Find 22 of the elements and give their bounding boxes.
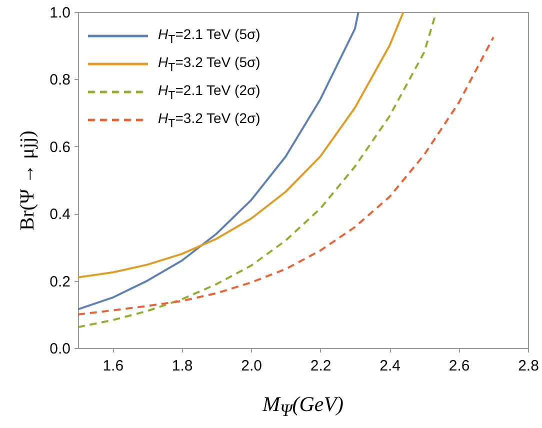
y-axis-title: Br(Ψ → μjj) (16, 130, 39, 230)
x-axis-title: M$_{Ψ}$(GeV) (261, 392, 345, 422)
legend-label: H$_{T}$=3.2 TeV (2σ) (158, 110, 260, 130)
line-series (78, 12, 360, 310)
x-tick-label: 2.0 (241, 358, 262, 374)
x-tick-label: 2.8 (518, 358, 539, 374)
x-tick-label: 1.8 (172, 358, 193, 374)
x-tick-label: 1.6 (102, 358, 124, 374)
x-tick-label: 2.4 (380, 358, 400, 374)
line-series (78, 12, 404, 278)
y-tick-label: 0.0 (50, 340, 70, 358)
legend-label: H$_{T}$=3.2 TeV (5σ) (158, 54, 260, 74)
legend-label: H$_{T}$=2.1 TeV (5σ) (158, 26, 260, 46)
x-tick-label: 2.2 (310, 358, 332, 374)
legend-label: H$_{T}$=2.1 TeV (2σ) (158, 82, 260, 102)
y-tick-label: 0.4 (50, 206, 70, 224)
y-tick-label: 1.0 (50, 4, 70, 22)
x-tick-label: 2.6 (448, 358, 470, 374)
y-tick-label: 0.6 (50, 138, 70, 156)
y-tick-label: 0.2 (50, 273, 70, 290)
y-tick-label: 0.8 (50, 72, 70, 89)
line-series (78, 12, 438, 328)
